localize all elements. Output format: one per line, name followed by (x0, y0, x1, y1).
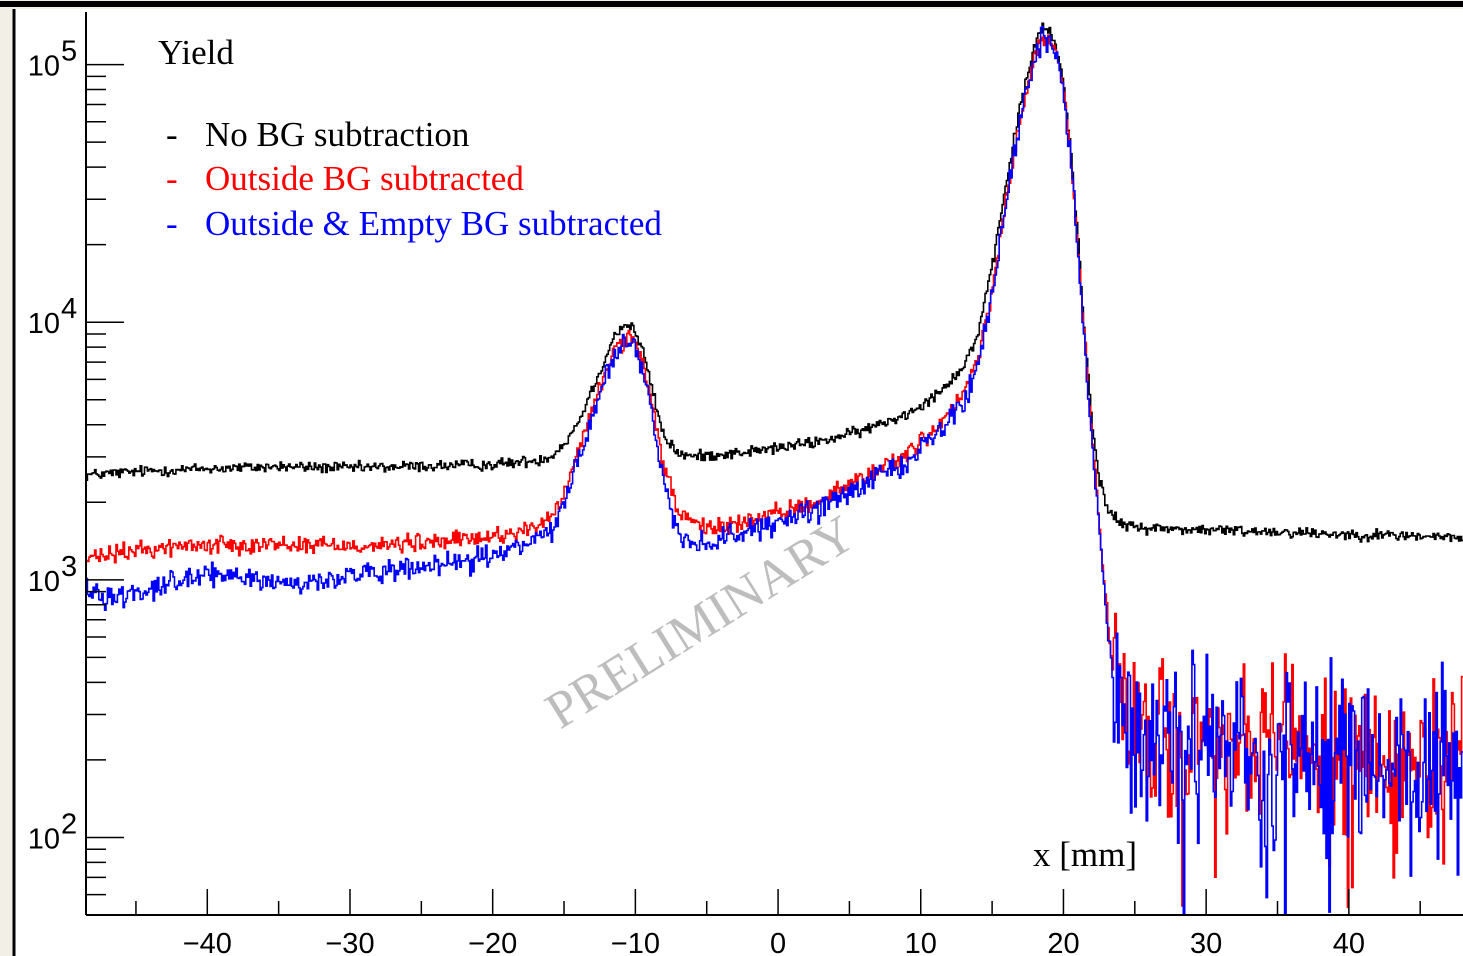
legend-marker-outside-empty-bg: - (166, 204, 178, 243)
legend-label-outside-empty-bg: Outside & Empty BG subtracted (205, 204, 662, 243)
plot-pad (14, 9, 1463, 956)
series-layer (86, 22, 1463, 916)
y-axis-title: Yield (158, 33, 234, 72)
x-tick-label: −20 (468, 928, 517, 956)
y-tick-label-exponent: 4 (61, 293, 77, 325)
x-tick-label: −30 (325, 928, 374, 956)
legend-marker-outside-bg: - (166, 159, 178, 198)
y-tick-label-exponent: 2 (61, 808, 77, 840)
series-line-2 (86, 26, 1463, 916)
legend-label-no-bg: No BG subtraction (205, 115, 469, 154)
x-tick-label: 20 (1047, 928, 1079, 956)
x-tick-label: 30 (1190, 928, 1222, 956)
x-tick-label: 0 (770, 928, 786, 956)
y-tick-label: 10 (28, 823, 60, 855)
x-axis-title: x [mm] (1033, 835, 1137, 874)
y-tick-label: 10 (28, 566, 60, 598)
x-tick-label: −40 (183, 928, 232, 956)
x-axis-ticks: −40 −30 −20 −10 0 10 20 30 40 (135, 889, 1421, 956)
x-tick-label: 40 (1333, 928, 1365, 956)
legend-label-outside-bg: Outside BG subtracted (205, 159, 524, 198)
y-tick-label: 10 (28, 51, 60, 83)
legend-marker-no-bg: - (166, 115, 178, 154)
y-tick-label: 10 (28, 308, 60, 340)
x-tick-label: −10 (611, 928, 660, 956)
y-tick-label-exponent: 3 (61, 551, 77, 583)
y-tick-label-exponent: 5 (61, 36, 77, 68)
series-line-0 (86, 22, 1463, 543)
legend: - No BG subtraction - Outside BG subtrac… (166, 115, 662, 243)
x-tick-label: 10 (905, 928, 937, 956)
